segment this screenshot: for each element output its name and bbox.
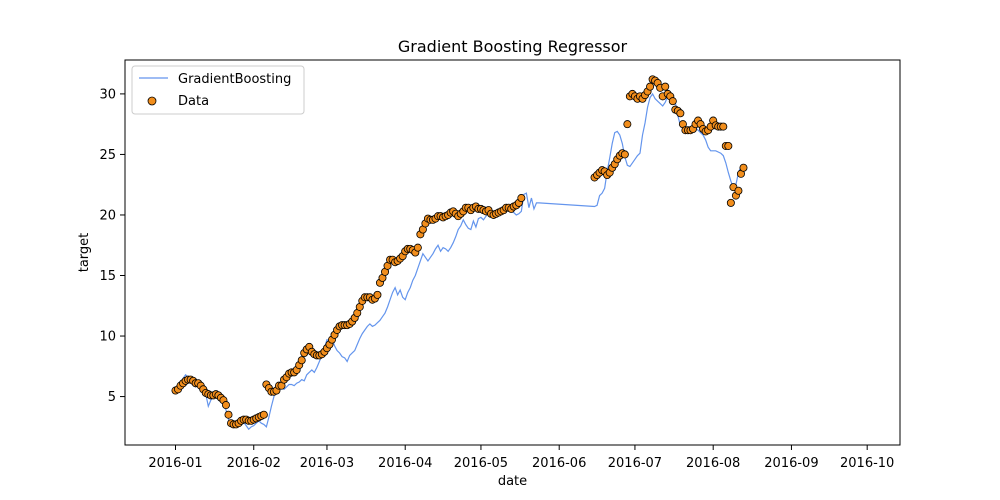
x-tick-label: 2016-05: [454, 456, 508, 471]
data-point: [623, 120, 632, 129]
x-tick-label: 2016-06: [532, 456, 586, 471]
data-point: [297, 356, 306, 365]
x-axis-ticks: 2016-01 2016-02 2016-03 2016-04 2016-05 2016-…: [148, 445, 894, 471]
data-point: [517, 194, 526, 203]
x-tick-label: 2016-02: [227, 456, 281, 471]
scatter-layer: [171, 75, 748, 429]
data-point: [724, 141, 733, 150]
data-point: [726, 198, 735, 207]
x-tick-label: 2016-01: [148, 456, 202, 471]
data-point: [734, 186, 743, 195]
y-tick-label: 20: [99, 208, 116, 223]
data-point: [221, 401, 230, 410]
legend-label-data: Data: [178, 94, 209, 109]
x-tick-label: 2016-09: [764, 456, 818, 471]
x-axis-label: date: [498, 474, 527, 489]
y-axis-label: target: [77, 233, 92, 273]
y-tick-label: 30: [99, 87, 116, 102]
data-point: [668, 97, 677, 106]
y-axis-ticks: 5 10 15 20 25 30: [99, 87, 125, 405]
data-point: [620, 150, 629, 159]
data-point: [646, 82, 655, 91]
x-tick-label: 2016-03: [300, 456, 354, 471]
x-tick-label: 2016-08: [686, 456, 740, 471]
legend-box: [131, 65, 305, 115]
data-point: [224, 410, 233, 419]
data-point: [661, 82, 670, 91]
legend-label-line: GradientBoosting: [178, 72, 291, 87]
line-layer: [175, 92, 744, 431]
gradient-boosting-line: [175, 92, 744, 431]
y-tick-label: 25: [99, 148, 116, 163]
chart-title: Gradient Boosting Regressor: [398, 37, 628, 56]
x-tick-label: 2016-04: [378, 456, 432, 471]
plot-area: [171, 75, 748, 431]
data-point: [373, 290, 382, 299]
x-tick-label: 2016-07: [608, 456, 662, 471]
data-point: [259, 410, 268, 419]
data-point: [676, 109, 685, 118]
y-tick-label: 15: [99, 269, 116, 284]
data-point: [719, 122, 728, 131]
x-tick-label: 2016-10: [840, 456, 894, 471]
data-point: [739, 163, 748, 172]
legend-marker-swatch: [147, 96, 157, 106]
legend: GradientBoosting Data: [131, 65, 305, 115]
axes-frame: [124, 59, 901, 446]
data-point: [413, 243, 422, 252]
y-tick-label: 5: [108, 390, 116, 405]
y-tick-label: 10: [99, 330, 116, 345]
